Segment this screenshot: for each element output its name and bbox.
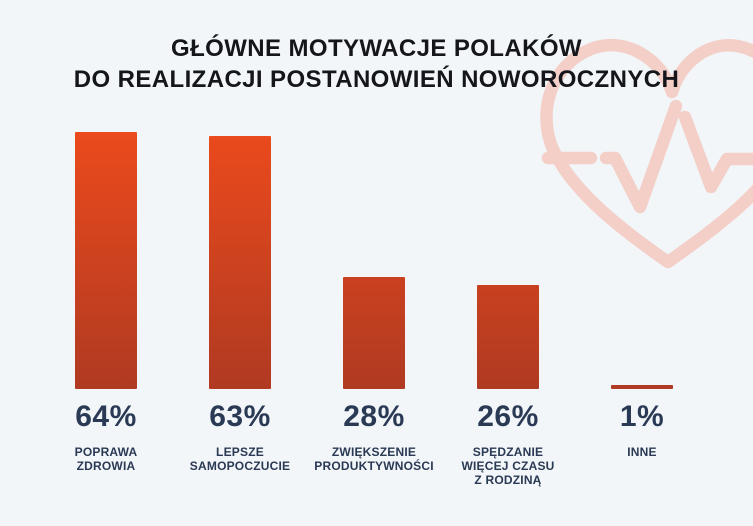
bar-label: INNE (627, 445, 657, 459)
chart-title-line2: DO REALIZACJI POSTANOWIEŃ NOWOROCZNYCH (73, 66, 680, 93)
bar-track (343, 132, 405, 389)
bar (75, 132, 137, 389)
bar-column-spedzanie-czasu-z-rodzina: 26% SPĘDZANIE WIĘCEJ CZASU Z RODZINĄ (441, 132, 575, 487)
bar (343, 276, 405, 389)
bar-label: LEPSZE SAMOPOCZUCIE (189, 445, 291, 473)
bar-track (75, 132, 137, 389)
bar-value: 64% (75, 400, 137, 433)
bar-value: 28% (343, 400, 405, 433)
bar-column-poprawa-zdrowia: 64% POPRAWA ZDROWIA (39, 132, 173, 487)
bar (611, 384, 673, 389)
bar-chart: 64% POPRAWA ZDROWIA 63% LEPSZE SAMOPOCZU… (39, 132, 709, 487)
bar (477, 284, 539, 389)
bar-label: ZWIĘKSZENIE PRODUKTYWNOŚCI (314, 445, 434, 473)
bar-label: SPĘDZANIE WIĘCEJ CZASU Z RODZINĄ (461, 445, 555, 487)
bar-value: 26% (477, 400, 539, 433)
bar-column-zwiekszenie-produktywnosci: 28% ZWIĘKSZENIE PRODUKTYWNOŚCI (307, 132, 441, 487)
bar-track (209, 132, 271, 389)
bar (209, 136, 271, 389)
bar-value: 1% (619, 400, 665, 433)
bar-track (477, 132, 539, 389)
bar-column-inne: 1% INNE (575, 132, 709, 487)
chart-title: GŁÓWNE MOTYWACJE POLAKÓW DO REALIZACJI P… (0, 33, 753, 95)
bar-value: 63% (209, 400, 271, 433)
chart-title-line1: GŁÓWNE MOTYWACJE POLAKÓW (171, 35, 582, 62)
bar-label: POPRAWA ZDROWIA (74, 445, 138, 473)
bar-track (611, 132, 673, 389)
bar-column-lepsze-samopoczucie: 63% LEPSZE SAMOPOCZUCIE (173, 132, 307, 487)
